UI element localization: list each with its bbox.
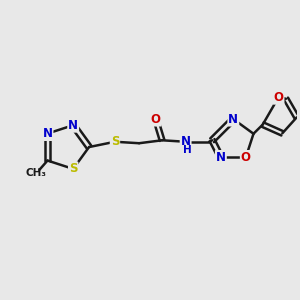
Text: O: O <box>151 112 160 126</box>
Text: O: O <box>274 91 284 104</box>
Text: N: N <box>43 127 52 140</box>
Text: S: S <box>111 135 119 148</box>
Text: CH₃: CH₃ <box>26 168 47 178</box>
Text: H: H <box>183 145 192 155</box>
Text: N: N <box>216 151 226 164</box>
Text: S: S <box>69 162 77 176</box>
Text: N: N <box>68 119 78 132</box>
Text: N: N <box>228 112 238 126</box>
Text: O: O <box>241 151 251 164</box>
Text: N: N <box>181 135 190 148</box>
